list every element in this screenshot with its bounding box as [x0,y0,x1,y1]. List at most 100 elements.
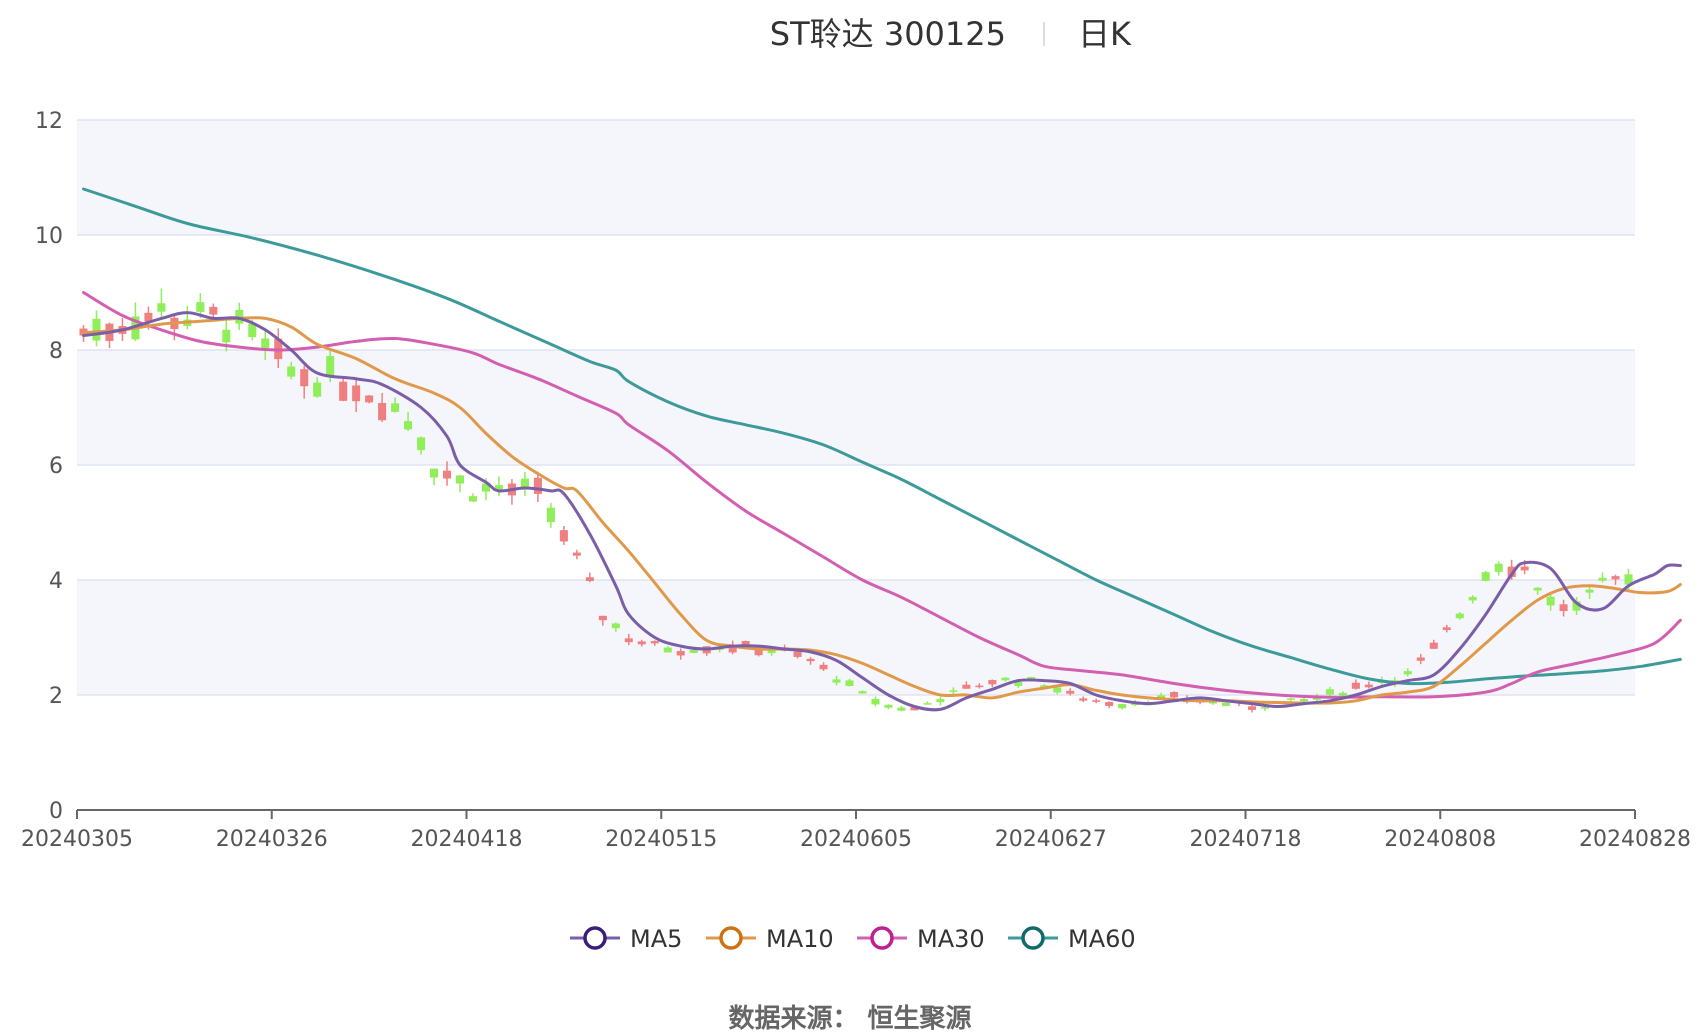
ma-line-ma30 [82,291,1682,699]
candle [1559,599,1568,617]
candle-body [1053,687,1062,693]
candle [533,471,542,502]
candle-body [1066,690,1075,694]
candle [819,662,828,671]
candle-body [209,306,218,315]
y-tick-label: 6 [49,454,63,479]
candle-body [598,615,607,621]
candle-body [611,623,620,629]
candle-body [1351,682,1360,689]
candle [235,302,244,331]
candle-body [1520,566,1529,571]
legend-item-ma10[interactable]: MA10 [706,925,834,953]
candle-body [910,707,919,711]
candle-body [1585,589,1594,593]
candle [170,315,179,341]
candle-body [637,641,646,645]
candle-body [404,421,413,430]
legend-label: MA5 [630,925,682,953]
candle-body [417,437,426,451]
candle [858,690,867,694]
candle-body [923,703,932,705]
legend-item-ma30[interactable]: MA30 [857,925,985,953]
candle-body [897,707,906,711]
candle-body [1040,685,1049,688]
x-tick-label: 20240305 [21,827,133,852]
candle [378,392,387,422]
candle-body [793,651,802,657]
candle-body [1429,642,1438,649]
candle [1299,697,1308,702]
candle-body [261,338,270,349]
y-tick-label: 4 [49,569,63,594]
candle [975,683,984,689]
candle-body [1338,692,1347,696]
candle-body [287,366,296,377]
candle-body [1442,627,1451,630]
ma-lines [82,187,1682,712]
candle-body [313,382,322,397]
candle-body [585,577,594,582]
candle-body [962,684,971,689]
legend-item-ma5[interactable]: MA5 [570,925,682,953]
candle-body [1403,671,1412,675]
candle [339,378,348,402]
candle [871,696,880,707]
candle [1170,691,1179,699]
candle [507,479,516,505]
y-axis: 0 2 4 6 8 10 12 [35,109,63,824]
candle [1429,639,1438,650]
candle-body [949,690,958,692]
candle [1247,705,1257,713]
candle-body [884,704,893,708]
candle [391,397,400,413]
candle-body [1260,707,1269,709]
candle-body [391,403,400,412]
gridlines [77,119,1635,696]
candle [183,305,192,330]
candle-body [1507,566,1516,578]
candle [417,436,426,455]
candle-body [676,651,685,656]
y-tick-label: 10 [35,224,63,249]
candle [598,615,607,626]
candle-body [832,679,841,683]
candle [546,502,555,528]
candle-body [326,356,335,377]
candle [897,705,906,712]
candle-body [728,645,737,653]
candle [923,701,932,705]
x-tick-label: 20240418 [411,827,523,852]
candle [1481,570,1490,582]
legend-item-ma60[interactable]: MA60 [1008,925,1136,953]
candle-body [1105,701,1114,706]
candle-body [1014,682,1023,686]
candle [949,687,958,696]
candle-body [1494,563,1503,572]
candle [559,526,568,546]
candle-body [533,477,542,494]
y-tick-label: 0 [49,799,63,824]
candle [1533,586,1542,595]
candle [585,572,594,583]
candle-body [546,507,555,523]
legend-marker-icon [870,926,894,950]
candle [1351,679,1360,690]
candle [832,675,841,686]
plot-bands [77,120,1635,695]
candle [468,493,478,502]
candle [494,476,503,497]
candle [520,471,529,497]
candle-body [365,395,374,403]
candle-body [1481,572,1490,581]
candle [1416,653,1425,665]
candle-body [378,403,387,421]
candle [300,365,309,399]
candle [676,648,685,660]
candle [1468,595,1477,604]
plot-band [77,580,1635,695]
x-axis: 20240305 20240326 20240418 20240515 20240605… [21,809,1691,852]
candle-body [689,649,698,653]
legend-marker-icon [719,926,743,950]
candle-body [455,475,465,484]
